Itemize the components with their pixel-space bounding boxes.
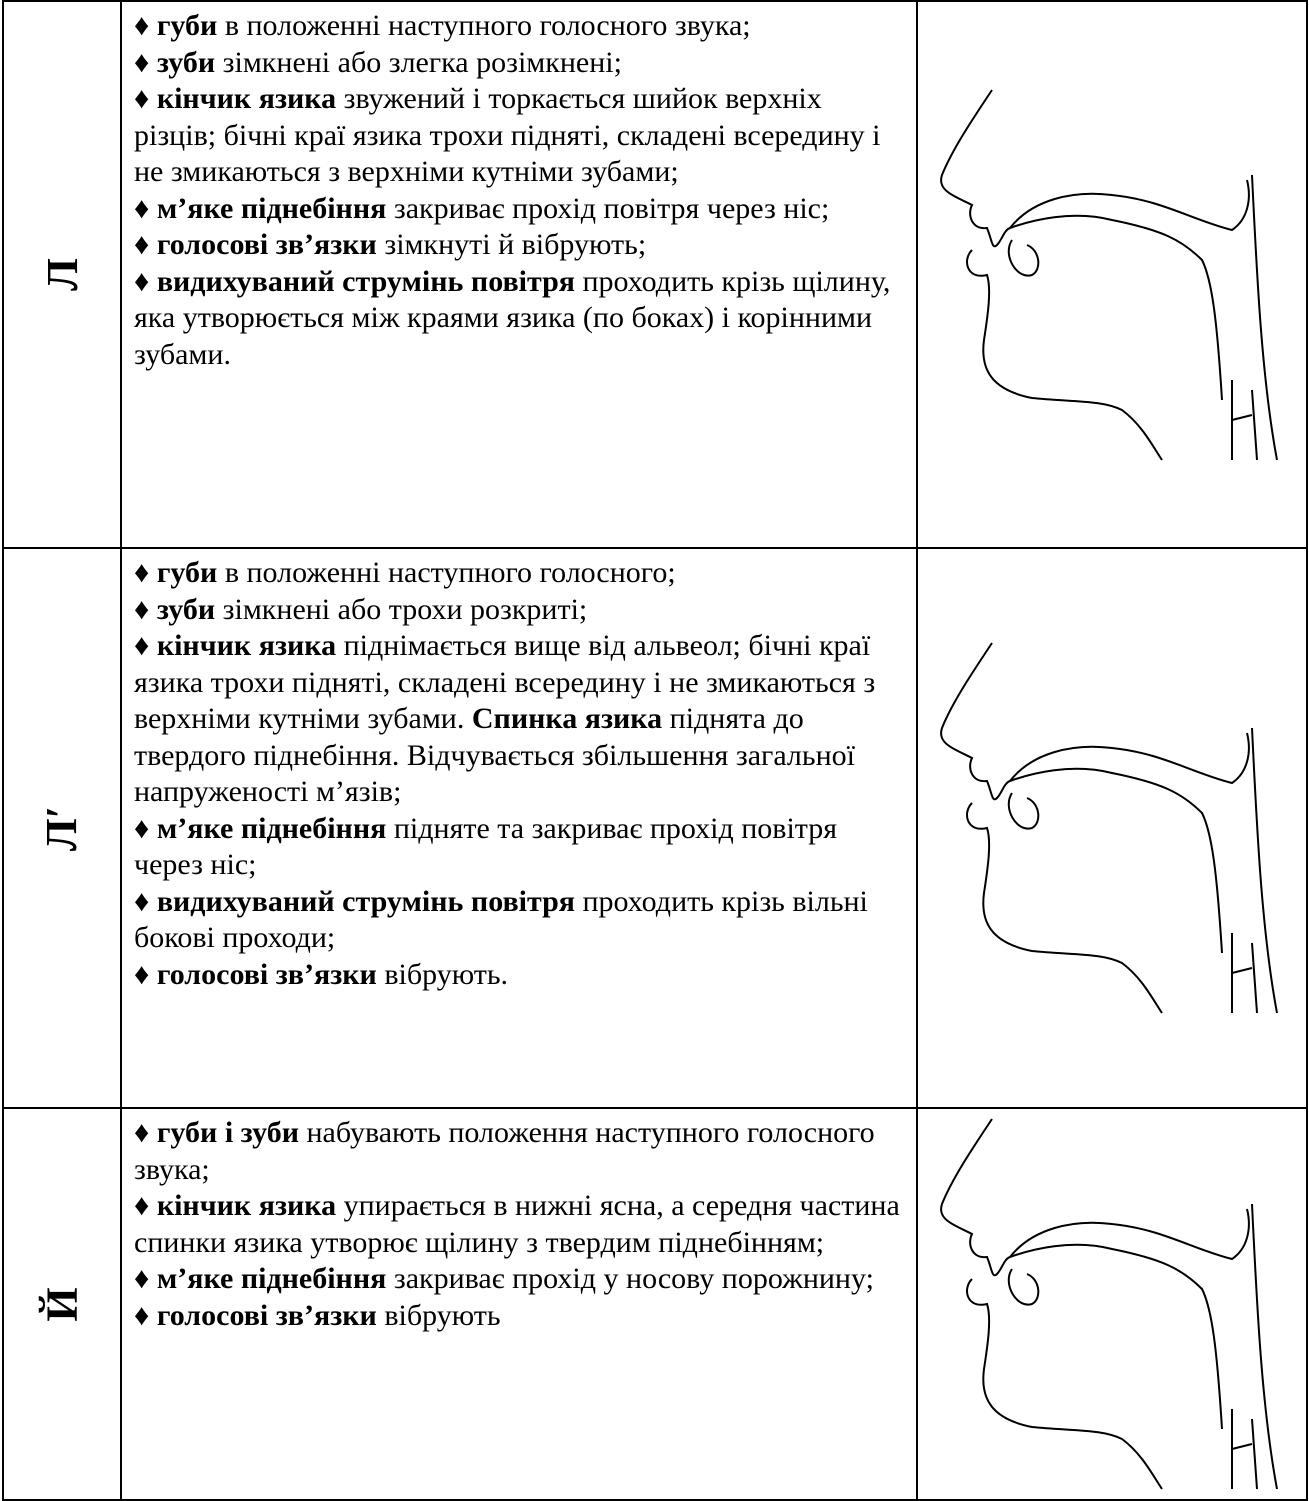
description-cell: ♦ губи і зуби набувають положення наступ… xyxy=(120,1107,918,1501)
table-row: Й ♦ губи і зуби набувають положення насту… xyxy=(2,1107,1308,1501)
item-text: набувають положення наступного голосного… xyxy=(134,1116,875,1186)
list-item: ♦ голосові зв’язки зімкнуті й вібрують; xyxy=(134,227,904,264)
list-item: ♦ м’яке піднебіння закриває прохід у нос… xyxy=(134,1261,904,1298)
bullet: ♦ xyxy=(134,82,150,115)
illustration-cell xyxy=(916,0,1308,549)
item-text: в положенні наступного голосного звука; xyxy=(217,9,751,42)
bullet: ♦ xyxy=(134,1116,150,1149)
articulation-diagram xyxy=(940,88,1278,461)
list-item: ♦ губи і зуби набувають положення наступ… xyxy=(134,1115,904,1188)
articulation-diagram xyxy=(940,642,1278,1014)
bold-term: м’яке піднебіння xyxy=(156,811,387,845)
list-item: ♦ губи в положенні наступного голосного; xyxy=(134,555,904,592)
description-cell: ♦ губи в положенні наступного голосного;… xyxy=(120,547,918,1109)
head-profile xyxy=(940,1118,1278,1490)
bold-term: голосові зв’язки xyxy=(156,1298,377,1332)
list-item: ♦ м’яке піднебіння закриває прохід повіт… xyxy=(134,191,904,228)
list-item: ♦ кінчик язика піднімається вище від аль… xyxy=(134,628,904,811)
bold-term: м’яке піднебіння xyxy=(156,191,387,225)
list-item: ♦ губи в положенні наступного голосного … xyxy=(134,8,904,45)
bold-term: зуби xyxy=(156,592,216,626)
illustration-cell xyxy=(916,547,1308,1109)
bullet: ♦ xyxy=(134,629,150,662)
bold-term: кінчик язика xyxy=(156,629,337,662)
bold-term: голосові зв’язки xyxy=(156,957,377,991)
bullet: ♦ xyxy=(134,45,150,79)
item-text: проходить крізь щілину, яка утворюється … xyxy=(134,264,891,371)
item-text: вібрують. xyxy=(376,957,509,991)
bold-term: кінчик язика xyxy=(156,82,337,115)
bold-term: м’яке піднебіння xyxy=(156,1262,387,1295)
bullet: ♦ xyxy=(134,811,150,845)
list-item: ♦ зуби зімкнені або трохи розкриті; xyxy=(134,592,904,629)
head-profile xyxy=(940,88,1278,461)
bold-term: зуби xyxy=(156,45,216,79)
bullet: ♦ xyxy=(134,884,150,918)
item-text: зімкнуті й вібрують; xyxy=(376,228,647,261)
list-item: ♦ м’яке піднебіння підняте та закриває п… xyxy=(134,811,904,884)
bold-term: голосові зв’язки xyxy=(156,228,377,261)
bullet: ♦ xyxy=(134,191,150,225)
list-item: ♦ кінчик язика звужений і торкається ший… xyxy=(134,81,904,191)
item-text: звужений і торкається шийок верхніх різц… xyxy=(134,82,881,188)
list-item: ♦ голосові зв’язки вібрують xyxy=(134,1298,904,1335)
bullet: ♦ xyxy=(134,592,150,626)
bullet: ♦ xyxy=(134,1298,150,1332)
bullet: ♦ xyxy=(134,957,150,991)
item-text: підняте та закриває прохід повітря через… xyxy=(134,811,838,882)
bold-term: кінчик язика xyxy=(156,1189,337,1222)
bold-term: губи xyxy=(156,9,218,42)
letter-cell: Л xyxy=(2,0,122,549)
bullet: ♦ xyxy=(134,556,150,589)
letter: Л xyxy=(37,258,87,291)
item-text: в положенні наступного голосного; xyxy=(217,556,676,589)
letter: Л′ xyxy=(37,805,87,851)
bold-term: видихуваний струмінь повітря xyxy=(156,264,575,298)
list-item: ♦ голосові зв’язки вібрують. xyxy=(134,957,904,994)
bullet: ♦ xyxy=(134,9,150,42)
item-text: закриває прохід повітря через ніс; xyxy=(386,191,830,225)
item-text: вібрують xyxy=(376,1298,501,1332)
head-profile xyxy=(940,642,1278,1014)
letter-cell: Л′ xyxy=(2,547,122,1109)
bullet: ♦ xyxy=(134,228,150,261)
item-text: закриває прохід у носову порожнину; xyxy=(386,1262,874,1295)
list-item: ♦ зуби зімкнені або злегка розімкнені; xyxy=(134,45,904,82)
table-row: Л′ ♦ губи в положенні наступного голосног… xyxy=(2,547,1308,1109)
list-item: ♦ кінчик язика упирається в нижні ясна, … xyxy=(134,1188,904,1261)
bold-term: видихуваний струмінь повітря xyxy=(156,884,575,918)
item-text: проходить крізь вільні бокові проходи; xyxy=(134,884,868,955)
item-text: упирається в нижні ясна, а середня части… xyxy=(134,1189,900,1259)
item-text: піднімається вище від альвеол; бічні кра… xyxy=(134,629,876,735)
item-text: зімкнені або трохи розкриті; xyxy=(215,592,588,626)
bold-term: губи xyxy=(156,556,218,589)
illustration-cell xyxy=(916,1107,1308,1501)
bold-term: Спинка язика xyxy=(471,702,663,735)
articulation-diagram xyxy=(940,1118,1278,1490)
bullet: ♦ xyxy=(134,1262,150,1295)
item-text: піднята до твердого піднебіння. Відчуває… xyxy=(134,702,855,808)
description-cell: ♦ губи в положенні наступного голосного … xyxy=(120,0,918,549)
bullet: ♦ xyxy=(134,264,150,298)
list-item: ♦ видихуваний струмінь повітря проходить… xyxy=(134,264,904,374)
bold-term: губи і зуби xyxy=(156,1116,299,1149)
table-row: Л ♦ губи в положенні наступного голосного… xyxy=(2,0,1308,549)
item-text: зімкнені або злегка розімкнені; xyxy=(215,45,622,79)
letter-cell: Й xyxy=(2,1107,122,1501)
letter: Й xyxy=(37,1286,87,1322)
bullet: ♦ xyxy=(134,1189,150,1222)
list-item: ♦ видихуваний струмінь повітря проходить… xyxy=(134,884,904,957)
